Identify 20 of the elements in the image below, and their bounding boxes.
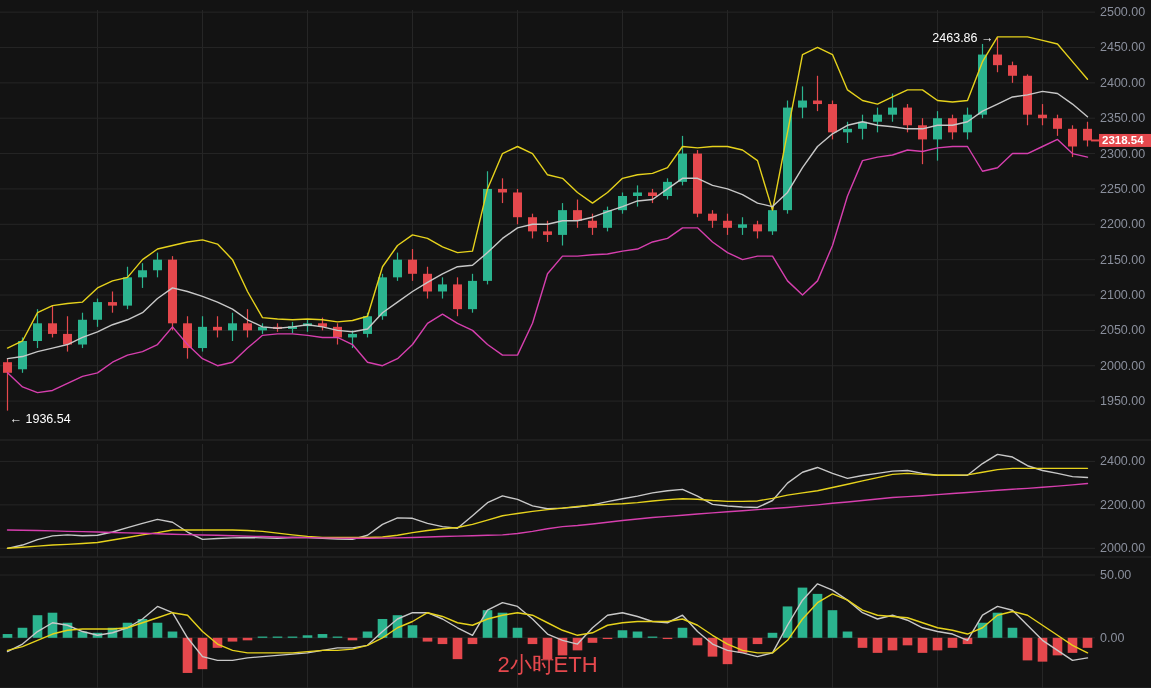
y-tick-label: 2150.00 (1100, 252, 1146, 267)
y-tick-label: 2450.00 (1100, 40, 1146, 55)
y-tick-label: 2050.00 (1100, 323, 1146, 338)
y-tick-label: 2100.00 (1100, 288, 1146, 303)
y-tick-label: 2300.00 (1100, 146, 1146, 161)
y-tick-label: 2000.00 (1100, 541, 1146, 556)
y-tick-label: 1950.00 (1100, 394, 1146, 409)
y-tick-label: 2350.00 (1100, 111, 1146, 126)
y-tick-label: 50.00 (1100, 568, 1132, 583)
ref-line-label: 2318.54 (1102, 134, 1145, 147)
y-tick-label: 0.00 (1100, 630, 1125, 645)
y-tick-label: 2400.00 (1100, 75, 1146, 90)
y-tick-label: 2200.00 (1100, 497, 1146, 512)
y-tick-label: 2400.00 (1100, 454, 1146, 469)
y-tick-label: 2000.00 (1100, 358, 1146, 373)
y-tick-label: 2200.00 (1100, 217, 1146, 232)
annotation: ← 1936.54 (9, 411, 71, 426)
annotation: 2463.86 → (932, 30, 994, 45)
y-tick-label: 2250.00 (1100, 181, 1146, 196)
y-tick-label: 2500.00 (1100, 5, 1146, 20)
